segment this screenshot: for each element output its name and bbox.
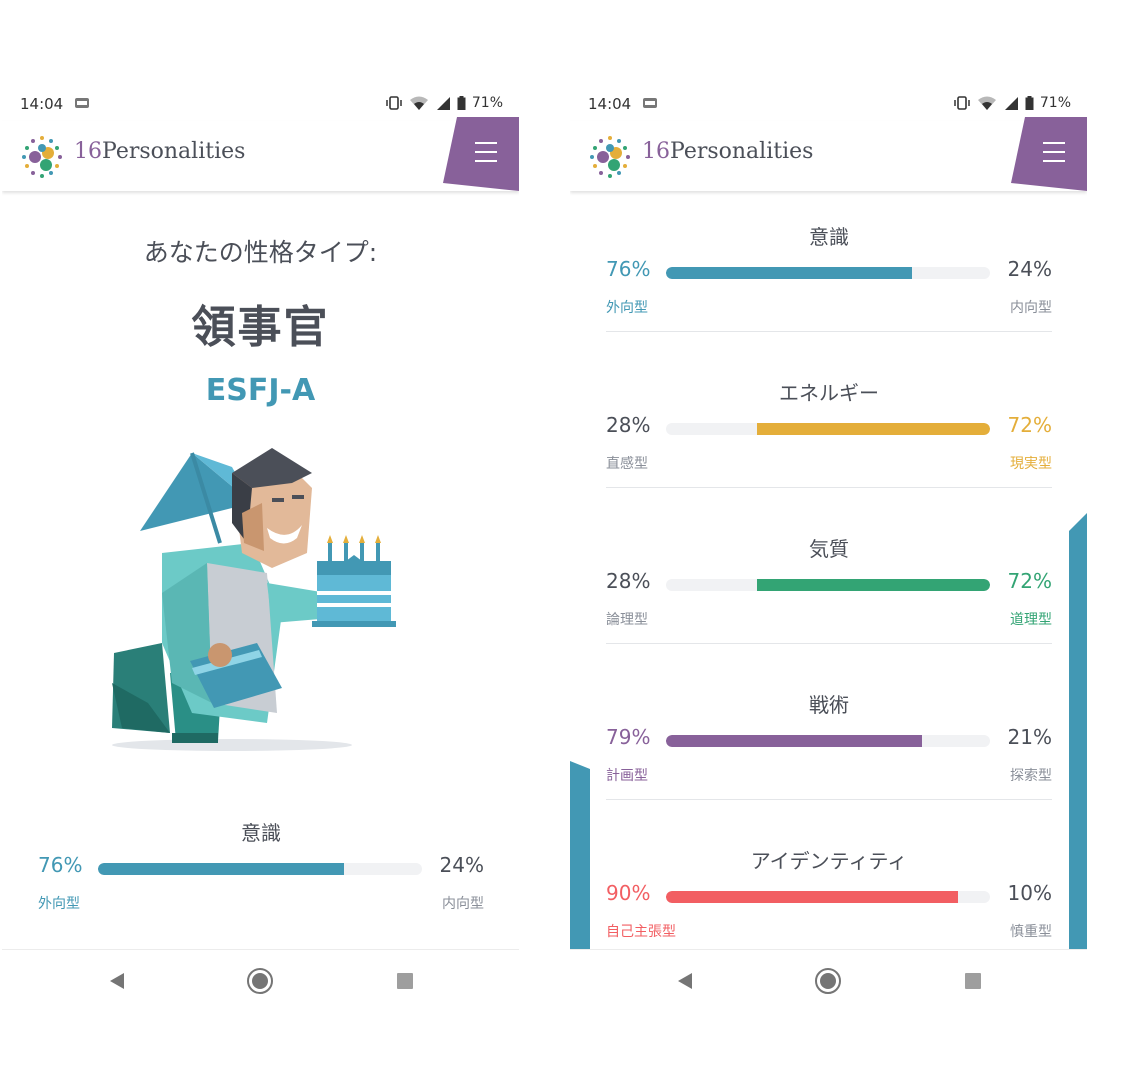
trait-right-label: 道理型 [1010,612,1052,628]
trait-right-percent: 10% [1007,881,1052,905]
trait-nature: 気質 28% 72% 論理型 道理型 [606,533,1052,645]
app-header: 16Personalities [2,117,519,191]
trait-bar [98,863,422,875]
hamburger-icon [1043,142,1065,162]
brand-name[interactable]: 16Personalities [74,139,246,164]
android-nav-bar [2,949,519,1010]
battery-percent: 71% [1039,95,1071,111]
accent-shape-right [1069,513,1087,951]
notification-app-icon [75,98,89,108]
wifi-icon [977,96,996,110]
status-right-icons: 71% [953,95,1071,111]
recents-square-icon[interactable] [390,966,420,996]
trait-right-percent: 72% [1007,569,1052,593]
trait-energy: エネルギー 28% 72% 直感型 現実型 [606,377,1052,489]
trait-left-percent: 28% [606,569,651,593]
trait-title: アイデンティティ [750,849,908,873]
logo-dots-icon [22,136,62,178]
trait-bar [666,891,990,903]
trait-left-label: 直感型 [606,456,648,472]
battery-icon [1025,96,1034,110]
status-right-icons: 71% [385,95,503,111]
home-circle-icon[interactable] [813,966,843,996]
trait-right-label: 内向型 [442,896,484,912]
trait-bar [666,579,990,591]
trait-bar-fill [666,735,922,747]
trait-divider [606,331,1052,332]
trait-divider [606,487,1052,488]
trait-mind: 意識 76% 24% 外向型 内向型 [38,817,484,929]
trait-left-label: 外向型 [38,896,80,912]
signal-icon [436,97,450,110]
trait-left-percent: 76% [606,257,651,281]
trait-bar-fill [98,863,345,875]
trait-title: エネルギー [779,381,879,405]
trait-divider [606,643,1052,644]
trait-bar [666,267,990,279]
status-time: 14:04 [20,95,64,113]
brand-name[interactable]: 16Personalities [642,139,814,164]
phone-screen-left: 14:04 71% 16Personalities あなたの性格タイプ: 領事官… [2,85,519,1010]
trait-left-percent: 79% [606,725,651,749]
android-nav-bar [570,949,1087,1010]
status-bar: 14:04 71% [2,85,519,121]
trait-right-label: 慎重型 [1010,924,1052,940]
trait-right-percent: 21% [1007,725,1052,749]
trait-identity: アイデンティティ 90% 10% 自己主張型 慎重型 [606,845,1052,957]
logo-dots-icon [590,136,630,178]
type-code: ESFJ-A [205,373,316,408]
trait-tactics: 戦術 79% 21% 計画型 探索型 [606,689,1052,801]
trait-mind: 意識 76% 24% 外向型 内向型 [606,221,1052,333]
back-triangle-icon[interactable] [102,966,132,996]
consul-character-illustration [112,448,396,751]
your-type-label: あなたの性格タイプ: [143,238,378,267]
signal-icon [1004,97,1018,110]
trait-right-label: 現実型 [1010,456,1052,472]
trait-bar-fill [666,267,913,279]
result-content: あなたの性格タイプ: 領事官 ESFJ-A [2,191,519,950]
trait-right-label: 内向型 [1010,300,1052,316]
vibrate-icon [954,96,970,110]
trait-right-percent: 24% [1007,257,1052,281]
trait-left-label: 論理型 [606,612,648,628]
back-triangle-icon[interactable] [670,966,700,996]
trait-left-percent: 90% [606,881,651,905]
type-name: 領事官 [191,302,330,353]
trait-title: 意識 [241,821,281,845]
status-bar: 14:04 71% [570,85,1087,121]
vibrate-icon [386,96,402,110]
hamburger-icon [475,142,497,162]
trait-right-label: 探索型 [1010,768,1052,784]
phone-screen-right: 14:04 71% 16Personalities 意識 76% 24% 外向型 内向型… [570,85,1087,1010]
trait-title: 戦術 [809,693,849,717]
menu-button[interactable] [1011,117,1087,191]
trait-left-label: 外向型 [606,300,648,316]
trait-bar [666,423,990,435]
trait-bar-fill [756,579,990,591]
trait-bar-fill [756,423,990,435]
accent-shape-left [570,761,590,951]
trait-divider [606,799,1052,800]
notification-app-icon [643,98,657,108]
battery-icon [457,96,466,110]
trait-left-percent: 76% [38,853,83,877]
app-header: 16Personalities [570,117,1087,191]
status-time: 14:04 [588,95,632,113]
battery-percent: 71% [471,95,503,111]
menu-button[interactable] [443,117,519,191]
trait-title: 意識 [809,225,849,249]
trait-right-percent: 24% [439,853,484,877]
trait-bar-fill [666,891,958,903]
trait-left-label: 自己主張型 [606,924,676,940]
trait-left-label: 計画型 [606,768,648,784]
home-circle-icon[interactable] [245,966,275,996]
recents-square-icon[interactable] [958,966,988,996]
trait-bar [666,735,990,747]
trait-left-percent: 28% [606,413,651,437]
trait-title: 気質 [809,537,849,561]
wifi-icon [409,96,428,110]
trait-right-percent: 72% [1007,413,1052,437]
